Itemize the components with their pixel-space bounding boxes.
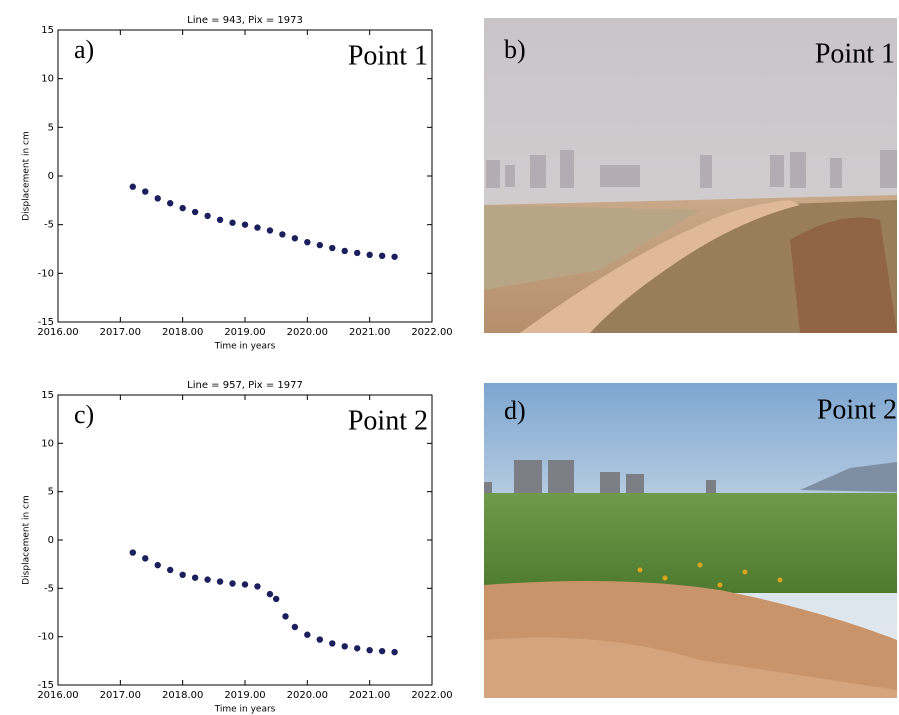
x-tick-label: 2021.00 xyxy=(349,690,390,701)
point xyxy=(155,562,161,568)
point xyxy=(329,245,335,251)
x-axis-label: Time in years xyxy=(214,342,276,352)
x-axis-label: Time in years xyxy=(214,705,276,715)
photo-label: Point 2 xyxy=(817,394,897,425)
plot-frame xyxy=(58,30,432,322)
x-tick-label: 2017.00 xyxy=(100,690,141,701)
point xyxy=(273,596,279,602)
photo-label: Point 1 xyxy=(815,38,895,69)
point xyxy=(317,636,323,642)
figure: b) Point 1 d) Point 2 Line = 943, Pix = … xyxy=(0,0,899,715)
x-tick-label: 2020.00 xyxy=(287,327,328,338)
point xyxy=(204,213,210,219)
point xyxy=(217,578,223,584)
point xyxy=(254,224,260,230)
point xyxy=(229,220,235,226)
point xyxy=(142,555,148,561)
panel-label: a) xyxy=(74,35,94,64)
y-tick-label: 5 xyxy=(48,487,54,498)
plot-frame xyxy=(58,395,432,685)
chart-title: Line = 957, Pix = 1977 xyxy=(187,380,303,391)
x-tick-label: 2020.00 xyxy=(287,690,328,701)
point xyxy=(342,643,348,649)
point xyxy=(267,591,273,597)
point xyxy=(254,583,260,589)
annotation: Point 2 xyxy=(348,405,428,436)
y-axis-label: Displacement in cm xyxy=(22,495,32,585)
y-tick-label: 10 xyxy=(41,74,54,85)
photo-d xyxy=(484,383,897,698)
point xyxy=(354,645,360,651)
x-tick-label: 2018.00 xyxy=(162,327,203,338)
point xyxy=(192,575,198,581)
point xyxy=(130,184,136,190)
point xyxy=(317,242,323,248)
y-tick-label: -15 xyxy=(38,680,54,691)
point xyxy=(192,209,198,215)
point xyxy=(155,195,161,201)
point xyxy=(282,613,288,619)
photo-panel-label: d) xyxy=(504,396,526,425)
point xyxy=(142,188,148,194)
y-tick-label: -10 xyxy=(38,632,54,643)
x-tick-label: 2018.00 xyxy=(162,690,203,701)
x-tick-label: 2022.00 xyxy=(411,327,452,338)
point xyxy=(292,235,298,241)
point xyxy=(242,221,248,227)
point xyxy=(391,254,397,260)
annotation: Point 1 xyxy=(348,40,428,71)
y-tick-label: 0 xyxy=(48,535,54,546)
y-tick-label: 5 xyxy=(48,122,54,133)
x-tick-label: 2019.00 xyxy=(224,690,265,701)
point xyxy=(267,227,273,233)
y-tick-label: 15 xyxy=(41,390,54,401)
y-tick-label: 10 xyxy=(41,438,54,449)
point xyxy=(292,624,298,630)
x-tick-label: 2022.00 xyxy=(411,690,452,701)
point xyxy=(130,549,136,555)
point xyxy=(304,239,310,245)
y-tick-label: 0 xyxy=(48,171,54,182)
chart-title: Line = 943, Pix = 1973 xyxy=(187,15,303,26)
x-tick-label: 2016.00 xyxy=(37,327,78,338)
panel-label: c) xyxy=(74,400,94,429)
point xyxy=(229,580,235,586)
y-tick-label: 15 xyxy=(41,25,54,36)
photo-panel-label: b) xyxy=(504,35,526,64)
point xyxy=(329,640,335,646)
y-tick-label: -15 xyxy=(38,317,54,328)
x-tick-label: 2017.00 xyxy=(100,327,141,338)
point xyxy=(366,252,372,258)
point xyxy=(391,649,397,655)
x-tick-label: 2021.00 xyxy=(349,327,390,338)
point xyxy=(242,581,248,587)
point xyxy=(342,248,348,254)
point xyxy=(167,200,173,206)
x-tick-label: 2016.00 xyxy=(37,690,78,701)
y-axis-label: Displacement in cm xyxy=(22,131,32,221)
point xyxy=(204,576,210,582)
y-tick-label: -5 xyxy=(44,583,54,594)
point xyxy=(179,572,185,578)
point xyxy=(279,231,285,237)
point xyxy=(366,647,372,653)
point xyxy=(179,205,185,211)
y-tick-label: -5 xyxy=(44,220,54,231)
point xyxy=(354,250,360,256)
x-tick-label: 2019.00 xyxy=(224,327,265,338)
point xyxy=(167,567,173,573)
point xyxy=(217,217,223,223)
point xyxy=(304,632,310,638)
point xyxy=(379,253,385,259)
y-tick-label: -10 xyxy=(38,268,54,279)
point xyxy=(379,648,385,654)
